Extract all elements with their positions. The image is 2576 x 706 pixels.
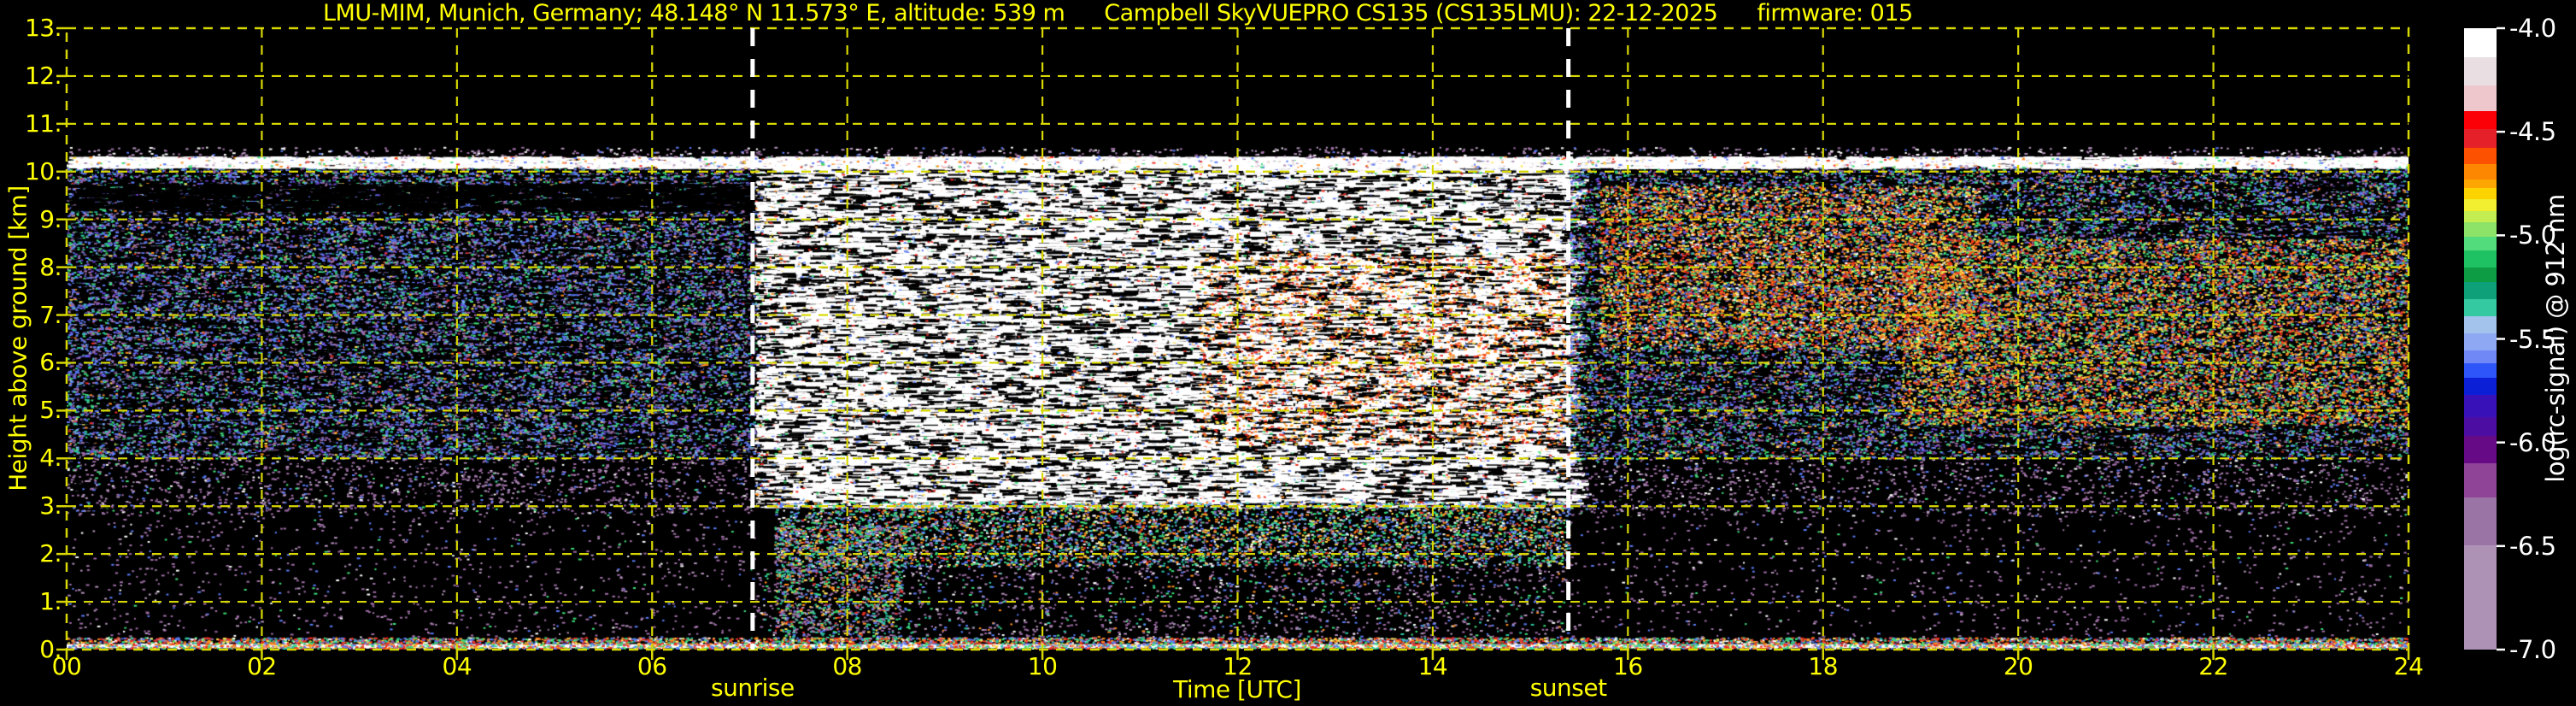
colorbar-segment	[2464, 435, 2497, 463]
colorbar-segment	[2464, 85, 2497, 111]
colorbar-segment	[2464, 198, 2497, 211]
y-tick-label: 3.	[39, 491, 62, 521]
y-tick-label: 12.	[24, 61, 62, 90]
x-tick-label: 10	[1027, 652, 1058, 680]
annotation-sunset: sunset	[1529, 674, 1607, 702]
y-tick-label: 13.	[24, 14, 62, 42]
colorbar-axis-label: log(rc-signal) @ 912 nm	[2541, 194, 2570, 483]
colorbar-segment	[2464, 316, 2497, 333]
y-tick-label: 7.	[39, 300, 62, 329]
colorbar-tick-label: -4.5	[2509, 117, 2556, 147]
x-tick-label: 04	[442, 652, 472, 680]
colorbar-segment	[2464, 164, 2497, 179]
colorbar-segment	[2464, 332, 2497, 351]
colorbar-segment	[2464, 497, 2497, 545]
x-tick-label: 18	[1808, 652, 1839, 680]
y-tick-label: 8.	[39, 252, 62, 281]
x-tick-label: 22	[2198, 652, 2228, 680]
y-tick-label: 6.	[39, 348, 62, 377]
colorbar-segment	[2464, 250, 2497, 268]
colorbar-segment	[2464, 462, 2497, 497]
y-tick-label: 2.	[39, 539, 62, 568]
y-tick-label: 5.	[39, 396, 62, 425]
x-tick-label: 02	[247, 652, 277, 680]
title-site: LMU-MIM, Munich, Germany; 48.148° N 11.5…	[323, 0, 1065, 26]
colorbar-segment	[2464, 544, 2497, 650]
colorbar-tick-label: -7.0	[2509, 635, 2556, 664]
colorbar-segment	[2464, 28, 2497, 58]
colorbar-segment	[2464, 350, 2497, 363]
x-tick-label: 20	[2003, 652, 2033, 680]
colorbar-segment	[2464, 210, 2497, 222]
x-tick-label: 08	[832, 652, 862, 680]
colorbar-tick-label: -5.0	[2509, 221, 2556, 250]
y-tick-label: 11.	[24, 109, 62, 138]
y-tick-label: 9.	[39, 204, 62, 233]
colorbar-tick-label: -5.5	[2509, 324, 2556, 354]
colorbar-segment	[2464, 129, 2497, 149]
colorbar-segment	[2464, 282, 2497, 299]
colorbar-segment	[2464, 395, 2497, 417]
colorbar	[2464, 28, 2497, 650]
y-tick-label: 4.	[39, 444, 62, 473]
y-tick-label: 0.	[39, 635, 62, 663]
x-tick-label: 24	[2393, 652, 2424, 680]
colorbar-segment	[2464, 267, 2497, 283]
x-tick-label: 16	[1613, 652, 1643, 680]
colorbar-segment	[2464, 378, 2497, 396]
colorbar-tick-label: -6.0	[2509, 427, 2556, 457]
colorbar-segment	[2464, 187, 2497, 199]
colorbar-segment	[2464, 57, 2497, 85]
colorbar-segment	[2464, 110, 2497, 130]
colorbar-segment	[2464, 416, 2497, 436]
heatmap-canvas	[67, 28, 2409, 650]
colorbar-segment	[2464, 148, 2497, 165]
colorbar-segment	[2464, 179, 2497, 188]
colorbar-segment	[2464, 221, 2497, 238]
y-tick-label: 10.	[24, 156, 62, 185]
x-tick-label: 14	[1417, 652, 1448, 680]
y-tick-label: 1.	[39, 587, 62, 616]
title-instrument-date: Campbell SkyVUEPRO CS135 (CS135LMU): 22-…	[1104, 0, 1718, 26]
figure-title: LMU-MIM, Munich, Germany; 48.148° N 11.5…	[323, 1, 1913, 26]
x-tick-label: 00	[51, 652, 82, 680]
colorbar-segment	[2464, 298, 2497, 317]
colorbar-segment	[2464, 237, 2497, 251]
x-tick-label: 06	[637, 652, 667, 680]
colorbar-tick-label: -4.0	[2509, 14, 2556, 43]
colorbar-tick-label: -6.5	[2509, 531, 2556, 561]
title-firmware: firmware: 015	[1757, 0, 1913, 26]
x-axis-label: Time [UTC]	[1173, 675, 1301, 703]
colorbar-segment	[2464, 362, 2497, 379]
x-tick-label: 12	[1223, 652, 1253, 680]
annotation-sunrise: sunrise	[711, 674, 795, 702]
